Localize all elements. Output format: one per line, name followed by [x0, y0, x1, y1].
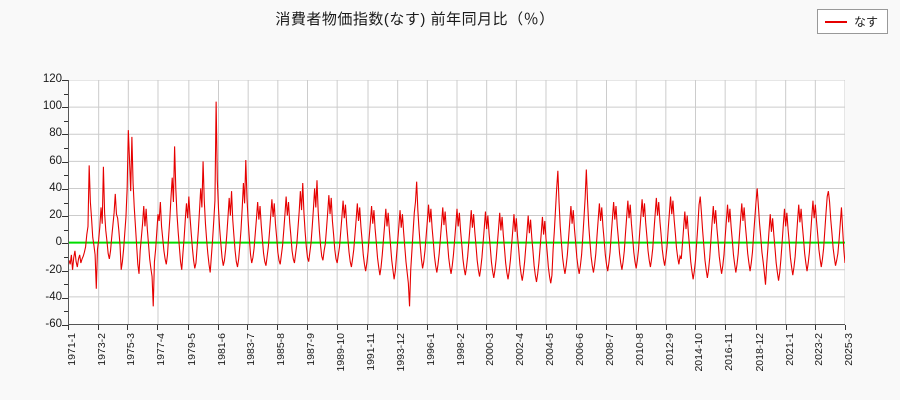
x-axis-major-tick — [367, 325, 369, 330]
x-axis-tick-label: 2012-9 — [663, 333, 676, 366]
x-axis-tick-label: 1983-7 — [245, 333, 258, 366]
x-axis-major-tick — [397, 325, 399, 330]
y-axis-major-tick — [62, 80, 68, 81]
y-axis-tick-label: 0 — [55, 236, 62, 249]
y-axis-tick-labels: 120 100 80 60 40 20 0 -20 -40 -60 — [18, 73, 62, 329]
y-axis-tick-label: -40 — [45, 290, 62, 303]
x-axis-tick-label: 1975-3 — [125, 333, 138, 366]
x-axis-tick-label: 1991-11 — [365, 333, 378, 371]
x-axis-major-tick — [336, 325, 338, 330]
y-axis-tick-label: 20 — [49, 209, 62, 222]
series-canvas — [69, 80, 845, 324]
y-axis-major-tick — [62, 161, 68, 163]
chart-title: 消費者物価指数(なす) 前年同月比（％） — [275, 11, 555, 28]
x-axis-major-tick — [606, 325, 608, 330]
y-axis-tick-marks — [58, 80, 68, 326]
x-axis-major-tick — [635, 325, 637, 330]
x-axis-tick-label: 2010-8 — [633, 333, 646, 366]
legend-line-swatch-icon — [824, 20, 847, 23]
x-axis-tick-marks — [68, 325, 846, 333]
x-axis-major-tick — [68, 325, 69, 330]
x-axis-tick-label: 2002-4 — [513, 333, 526, 366]
y-axis-minor-tick — [64, 175, 68, 177]
y-axis-tick-label: 100 — [42, 100, 62, 113]
x-axis-tick-label: 2006-6 — [574, 333, 587, 366]
x-axis-tick-label: 1996-1 — [424, 333, 437, 366]
y-axis-major-tick — [62, 325, 68, 326]
x-axis-major-tick — [97, 325, 99, 330]
x-axis-major-tick — [815, 325, 817, 330]
y-axis-major-tick — [62, 134, 68, 136]
x-axis-tick-label: 1973-2 — [95, 333, 108, 366]
x-axis-tick-label: 1989-10 — [334, 333, 347, 372]
x-axis-tick-label: 1971-1 — [65, 333, 78, 366]
x-axis-tick-label: 1993-12 — [394, 333, 407, 372]
y-axis-minor-tick — [64, 311, 68, 313]
x-axis-tick-labels: 1971-1 1973-2 1975-3 1977-4 1979-5 1981-6 1983… — [65, 333, 855, 395]
x-axis-tick-label: 2014-10 — [693, 333, 706, 372]
y-axis-tick-label: 80 — [49, 127, 62, 140]
x-axis-tick-label: 2018-12 — [753, 333, 766, 372]
x-axis-major-tick — [576, 325, 578, 330]
plot-area — [68, 80, 845, 325]
y-axis-minor-tick — [64, 202, 68, 204]
x-axis-major-tick — [486, 325, 488, 330]
x-axis-tick-label: 1998-2 — [454, 333, 467, 366]
x-axis-major-tick — [187, 325, 189, 330]
y-axis-tick-label: 120 — [42, 73, 62, 85]
y-axis-minor-tick — [64, 93, 68, 95]
y-axis-major-tick — [62, 270, 68, 272]
x-axis-major-tick — [306, 325, 308, 330]
x-axis-tick-label: 2004-5 — [543, 333, 556, 366]
x-axis-tick-label: 1979-5 — [185, 333, 198, 366]
x-axis-major-tick — [277, 325, 279, 330]
x-axis-tick-label: 2000-3 — [483, 333, 496, 366]
x-axis-major-tick — [845, 325, 846, 330]
x-axis-major-tick — [247, 325, 249, 330]
data-series-nasu — [69, 101, 845, 307]
y-axis-major-tick — [62, 216, 68, 218]
x-axis-tick-label: 1981-6 — [215, 333, 228, 366]
x-axis-major-tick — [157, 325, 159, 330]
x-axis-major-tick — [217, 325, 219, 330]
legend-label-nasu: なす — [853, 15, 878, 29]
y-axis-major-tick — [62, 243, 68, 245]
x-axis-tick-label: 2016-11 — [722, 333, 735, 371]
x-axis-major-tick — [515, 325, 517, 330]
y-axis-major-tick — [62, 188, 68, 190]
x-axis-major-tick — [426, 325, 428, 330]
x-axis-tick-label: 2025-3 — [842, 333, 855, 366]
y-axis-tick-label: 40 — [49, 181, 62, 194]
x-axis-tick-label: 2021-1 — [783, 333, 796, 366]
x-axis-major-tick — [695, 325, 697, 330]
y-axis-tick-label: -20 — [45, 263, 62, 276]
y-axis-minor-tick — [64, 148, 68, 150]
y-axis-major-tick — [62, 297, 68, 299]
x-axis-major-tick — [456, 325, 458, 330]
chart-legend: なす — [816, 9, 888, 34]
x-axis-tick-label: 1977-4 — [154, 333, 167, 366]
x-axis-major-tick — [725, 325, 726, 330]
y-axis-tick-label: -60 — [45, 318, 62, 330]
x-axis-tick-label: 1987-9 — [304, 333, 317, 366]
x-axis-tick-label: 1985-8 — [274, 333, 287, 366]
y-axis-minor-tick — [64, 229, 68, 231]
x-axis-tick-label: 2023-2 — [813, 333, 826, 366]
y-axis-major-tick — [62, 107, 68, 109]
y-axis-minor-tick — [64, 256, 68, 258]
x-axis-major-tick — [755, 325, 757, 330]
x-axis-tick-label: 2008-7 — [603, 333, 616, 366]
y-axis-minor-tick — [64, 120, 68, 122]
x-axis-major-tick — [665, 325, 667, 330]
x-axis-major-tick — [127, 325, 129, 330]
y-axis-minor-tick — [64, 284, 68, 286]
y-axis-tick-label: 60 — [49, 154, 62, 167]
x-axis-major-tick — [785, 325, 787, 330]
x-axis-major-tick — [545, 325, 547, 330]
